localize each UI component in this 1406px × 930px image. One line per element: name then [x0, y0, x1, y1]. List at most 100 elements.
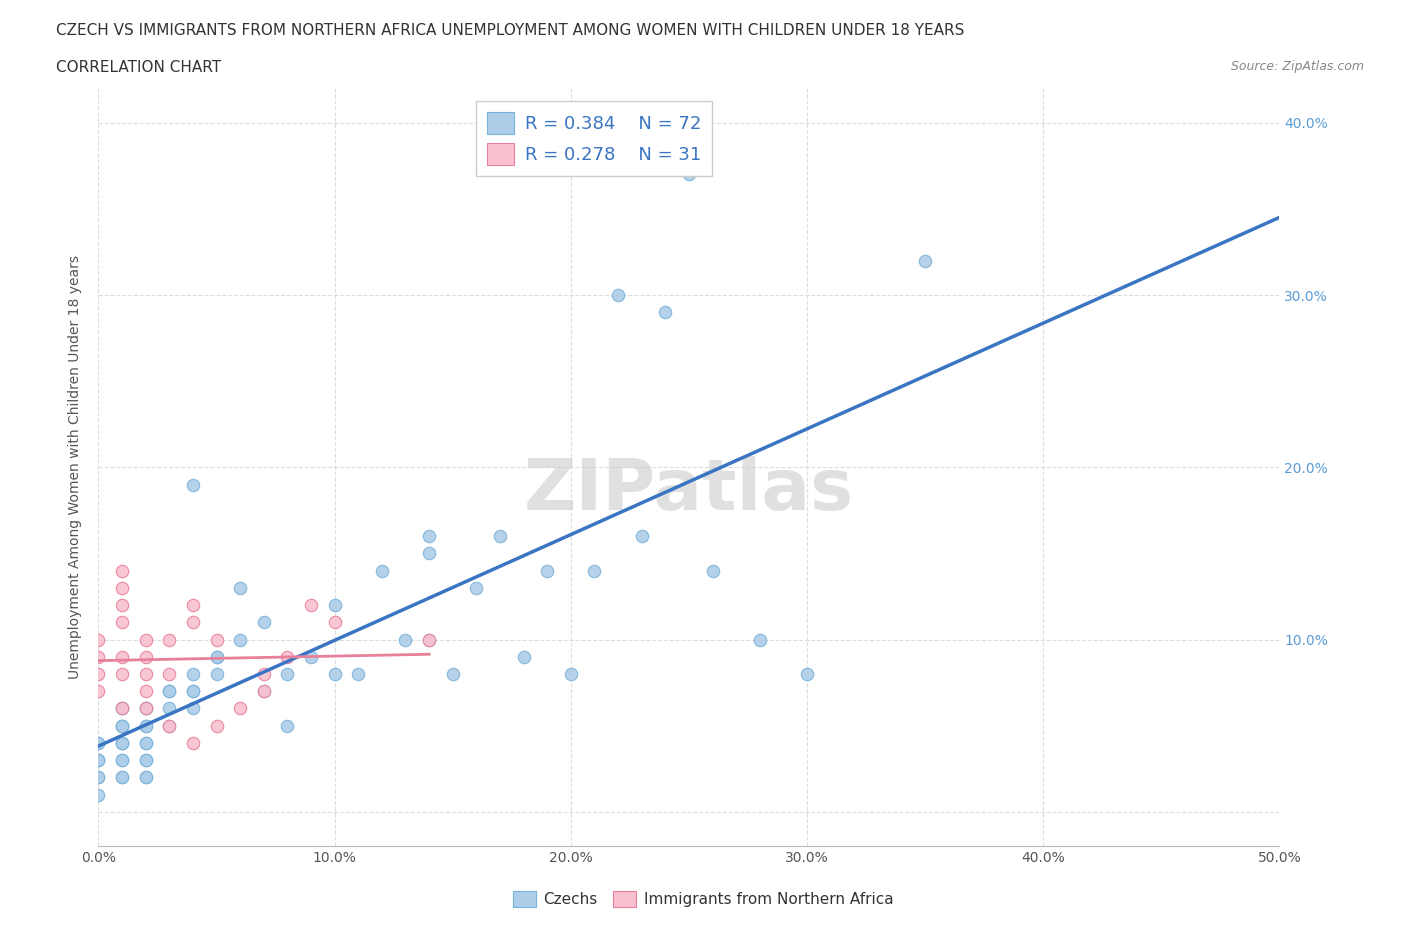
Point: [87, 736, 110, 751]
Point: [87, 770, 110, 785]
Point: [796, 667, 818, 682]
Point: [205, 667, 228, 682]
Point: [157, 684, 180, 698]
Point: [111, 580, 134, 595]
Point: [253, 667, 276, 682]
Text: Source: ZipAtlas.com: Source: ZipAtlas.com: [1230, 60, 1364, 73]
Point: [181, 615, 204, 630]
Point: [253, 684, 276, 698]
Point: [111, 736, 134, 751]
Point: [229, 632, 252, 647]
Point: [87, 684, 110, 698]
Point: [135, 736, 157, 751]
Point: [157, 632, 180, 647]
Point: [135, 701, 157, 716]
Legend: R = 0.384    N = 72, R = 0.278    N = 31: R = 0.384 N = 72, R = 0.278 N = 31: [477, 101, 713, 176]
Point: [111, 736, 134, 751]
Point: [135, 701, 157, 716]
Point: [678, 167, 700, 182]
Point: [205, 718, 228, 733]
Point: [394, 632, 416, 647]
Point: [418, 546, 440, 561]
Point: [276, 667, 298, 682]
Point: [157, 667, 180, 682]
Text: CZECH VS IMMIGRANTS FROM NORTHERN AFRICA UNEMPLOYMENT AMONG WOMEN WITH CHILDREN : CZECH VS IMMIGRANTS FROM NORTHERN AFRICA…: [56, 23, 965, 38]
Point: [276, 718, 298, 733]
Point: [111, 667, 134, 682]
Point: [111, 718, 134, 733]
Point: [135, 736, 157, 751]
Point: [607, 287, 630, 302]
Point: [347, 667, 370, 682]
Point: [299, 598, 322, 613]
Point: [205, 649, 228, 664]
Point: [87, 649, 110, 664]
Point: [181, 477, 204, 492]
Point: [157, 684, 180, 698]
Point: [323, 598, 346, 613]
Point: [135, 770, 157, 785]
Point: [87, 752, 110, 767]
Text: ZIPatlas: ZIPatlas: [524, 456, 853, 525]
Point: [229, 580, 252, 595]
Point: [111, 701, 134, 716]
Point: [111, 649, 134, 664]
Point: [157, 718, 180, 733]
Point: [583, 564, 606, 578]
Point: [135, 752, 157, 767]
Point: [253, 684, 276, 698]
Point: [87, 752, 110, 767]
Point: [135, 701, 157, 716]
Point: [323, 615, 346, 630]
Point: [87, 752, 110, 767]
Point: [111, 770, 134, 785]
Point: [536, 564, 558, 578]
Point: [135, 752, 157, 767]
Point: [465, 580, 488, 595]
Point: [87, 667, 110, 682]
Point: [111, 564, 134, 578]
Point: [205, 632, 228, 647]
Legend: Czechs, Immigrants from Northern Africa: Czechs, Immigrants from Northern Africa: [506, 884, 900, 913]
Point: [111, 701, 134, 716]
Point: [135, 649, 157, 664]
Point: [135, 667, 157, 682]
Point: [253, 615, 276, 630]
Point: [418, 632, 440, 647]
Point: [512, 649, 534, 664]
Point: [87, 787, 110, 802]
Point: [181, 701, 204, 716]
Point: [181, 736, 204, 751]
Point: [111, 615, 134, 630]
Point: [111, 736, 134, 751]
Point: [135, 684, 157, 698]
Point: [157, 701, 180, 716]
Point: [371, 564, 394, 578]
Point: [323, 667, 346, 682]
Point: [87, 770, 110, 785]
Point: [111, 598, 134, 613]
Point: [135, 770, 157, 785]
Point: [157, 718, 180, 733]
Point: [111, 752, 134, 767]
Point: [111, 752, 134, 767]
Point: [111, 770, 134, 785]
Point: [205, 649, 228, 664]
Point: [229, 701, 252, 716]
Point: [560, 667, 582, 682]
Point: [135, 718, 157, 733]
Point: [87, 736, 110, 751]
Point: [181, 684, 204, 698]
Point: [914, 253, 936, 268]
Point: [654, 305, 676, 320]
Point: [181, 598, 204, 613]
Text: CORRELATION CHART: CORRELATION CHART: [56, 60, 221, 75]
Point: [418, 529, 440, 544]
Point: [630, 529, 652, 544]
Point: [135, 718, 157, 733]
Point: [111, 701, 134, 716]
Point: [418, 632, 440, 647]
Point: [87, 632, 110, 647]
Point: [299, 649, 322, 664]
Point: [441, 667, 464, 682]
